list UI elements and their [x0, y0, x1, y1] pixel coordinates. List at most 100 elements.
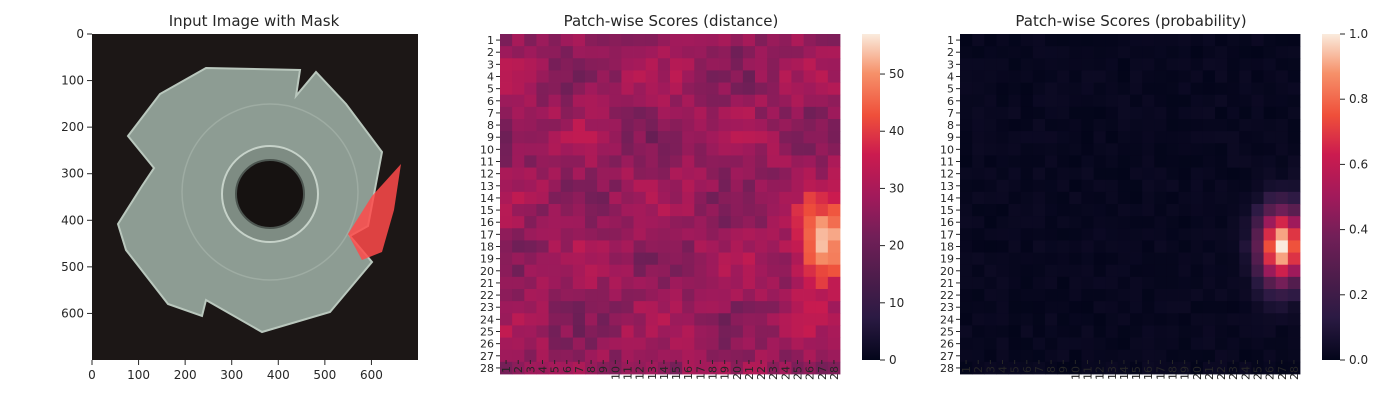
heatmap-cell: [512, 143, 525, 156]
heatmap-cell: [1105, 204, 1119, 217]
heatmap-cell: [500, 301, 513, 314]
heatmap-cell: [1130, 119, 1143, 132]
heatmap-cell: [1069, 94, 1082, 108]
heatmap-cell: [560, 58, 574, 71]
heatmap-cell: [670, 252, 683, 266]
heatmap-cell: [1020, 240, 1034, 253]
heatmap-cell: [827, 325, 841, 338]
heatmap-cell: [609, 46, 622, 59]
heatmap-cell: [1287, 58, 1301, 71]
y-tick-label: 11: [940, 156, 954, 169]
heatmap-cell: [512, 325, 525, 338]
heatmap-cell: [742, 325, 756, 338]
heatmap-cell: [1178, 228, 1192, 241]
heatmap-cell: [1215, 337, 1228, 351]
heatmap-cell: [972, 349, 985, 363]
heatmap-cell: [742, 228, 756, 241]
heatmap-cell: [1117, 240, 1131, 253]
heatmap-cell: [1166, 228, 1179, 241]
heatmap-cell: [1008, 155, 1022, 168]
heatmap-cell: [670, 313, 683, 326]
heatmap-cell: [1057, 252, 1070, 266]
heatmap-cell: [960, 179, 973, 193]
heatmap-cell: [597, 167, 610, 181]
colorbar-tick-label: 40: [889, 124, 904, 138]
heatmap-cell: [730, 179, 744, 193]
heatmap-cell: [1227, 191, 1240, 205]
heatmap-cell: [984, 82, 997, 96]
heatmap-cell: [791, 337, 804, 351]
heatmap-cell: [1045, 228, 1058, 241]
heatmap-cell: [1154, 289, 1167, 302]
heatmap-cell: [609, 94, 622, 108]
heatmap-cell: [548, 106, 562, 120]
heatmap-cell: [524, 264, 537, 278]
heatmap-cell: [1202, 349, 1216, 363]
heatmap-cell: [972, 70, 985, 83]
heatmap-cell: [548, 143, 562, 156]
heatmap-cell: [984, 106, 997, 120]
heatmap-cell: [1239, 58, 1252, 71]
heatmap-cell: [1215, 349, 1228, 363]
heatmap-cell: [1202, 301, 1216, 314]
heatmap-cell: [1032, 179, 1046, 193]
heatmap-cell: [779, 276, 792, 290]
heatmap-cell: [1045, 349, 1058, 363]
heatmap-cell: [621, 106, 634, 120]
heatmap-cell: [560, 216, 574, 229]
heatmap-cell: [597, 349, 610, 363]
heatmap-cell: [536, 216, 549, 229]
heatmap-cell: [972, 240, 985, 253]
heatmap-cell: [682, 155, 695, 168]
heatmap-cell: [1093, 106, 1107, 120]
heatmap-cell: [1251, 70, 1264, 83]
heatmap-cell: [1045, 119, 1058, 132]
heatmap-cell: [755, 94, 768, 108]
heatmap-cell: [742, 191, 756, 205]
heatmap-cell: [694, 289, 707, 302]
heatmap-cell: [767, 349, 780, 363]
heatmap-cell: [1130, 34, 1143, 47]
colorbar-tick-label: 0: [889, 353, 897, 367]
heatmap-cell: [1093, 325, 1107, 338]
heatmap-cell: [1093, 58, 1107, 71]
heatmap-cell: [500, 240, 513, 253]
heatmap-cell: [1287, 191, 1301, 205]
heatmap-cell: [633, 325, 647, 338]
heatmap-cell: [657, 94, 671, 108]
heatmap-cell: [548, 155, 562, 168]
heatmap-cell: [645, 204, 659, 217]
heatmap-cell: [803, 216, 817, 229]
heatmap-cell: [500, 155, 513, 168]
heatmap-cell: [524, 34, 537, 47]
heatmap-cell: [682, 301, 695, 314]
heatmap-cell: [742, 240, 756, 253]
heatmap-cell: [657, 82, 671, 96]
heatmap-cell: [536, 119, 549, 132]
heatmap-cell: [815, 106, 829, 120]
heatmap-cell: [657, 106, 671, 120]
heatmap-cell: [827, 70, 841, 83]
heatmap-cell: [524, 204, 537, 217]
y-tick-label: 17: [940, 228, 954, 241]
x-tick-label: 23: [1227, 366, 1240, 380]
heatmap-cell: [1117, 58, 1131, 71]
heatmap-cell: [1020, 131, 1034, 144]
heatmap-cell: [1008, 34, 1022, 47]
heatmap-cell: [730, 349, 744, 363]
x-tick-label: 2: [972, 366, 985, 373]
heatmap-cell: [1202, 119, 1216, 132]
heatmap-cell: [1202, 106, 1216, 120]
heatmap-cell: [779, 94, 792, 108]
heatmap-cell: [827, 94, 841, 108]
heatmap-cell: [597, 216, 610, 229]
heatmap-cell: [1251, 325, 1264, 338]
heatmap-cell: [1251, 349, 1264, 363]
heatmap-cell: [1275, 34, 1289, 47]
heatmap-cell: [609, 82, 622, 96]
heatmap-cell: [730, 167, 744, 181]
heatmap-cell: [1287, 119, 1301, 132]
heatmap-cell: [633, 301, 647, 314]
heatmap-cell: [1275, 143, 1289, 156]
x-tick-label: 1: [960, 366, 973, 373]
